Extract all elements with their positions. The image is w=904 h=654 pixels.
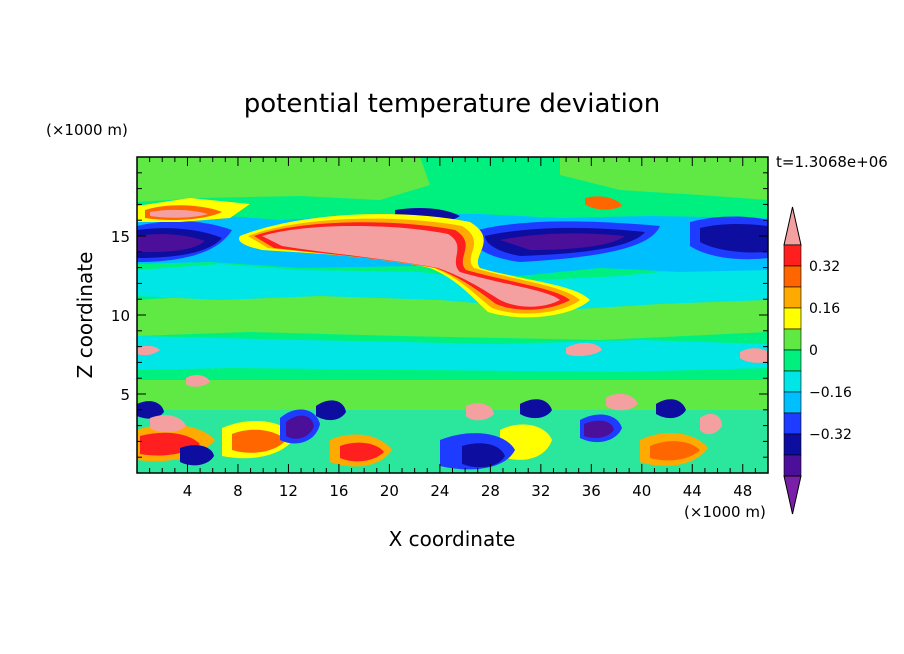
y-tick-label: 10: [111, 307, 130, 325]
colorbar-label: 0.16: [809, 301, 840, 317]
x-axis-label: X coordinate: [389, 527, 516, 551]
colorbar-swatch: [783, 454, 802, 477]
heatmap-field: [137, 157, 768, 473]
time-label: t=1.3068e+06: [776, 153, 888, 171]
colorbar-swatch: [783, 286, 802, 309]
x-tick-label: 24: [430, 482, 449, 500]
colorbar-swatch: [783, 433, 802, 456]
colorbar-min-triangle: [783, 475, 802, 515]
x-tick-label: 12: [279, 482, 298, 500]
y-tick-label: 15: [111, 228, 130, 246]
x-tick-label: 44: [683, 482, 702, 500]
x-tick-label: 36: [582, 482, 601, 500]
y-units-label: (×1000 m): [46, 121, 128, 139]
x-axis-ticks: 4 8 12 16 20 24 28 32 36 40 44 48: [149, 157, 756, 500]
colorbar-label: 0.32: [809, 259, 840, 275]
colorbar-swatch: [783, 265, 802, 288]
x-tick-label: 4: [183, 482, 193, 500]
colorbar-swatch: [783, 391, 802, 414]
x-tick-label: 28: [481, 482, 500, 500]
x-tick-label: 8: [233, 482, 243, 500]
x-tick-label: 48: [733, 482, 752, 500]
colorbar-label: 0: [809, 343, 818, 359]
y-axis-ticks: 5 10 15: [111, 172, 768, 458]
x-tick-label: 40: [632, 482, 651, 500]
colorbar-max-triangle: [783, 206, 802, 246]
colorbar: 0.32 0.16 0 −0.16 −0.32: [783, 206, 852, 515]
colorbar-swatch: [783, 328, 802, 351]
colorbar-swatch: [783, 349, 802, 372]
x-tick-label: 20: [380, 482, 399, 500]
colorbar-swatch: [783, 412, 802, 435]
chart-title: potential temperature deviation: [244, 89, 660, 119]
x-tick-label: 16: [329, 482, 348, 500]
x-units-label: (×1000 m): [684, 503, 766, 521]
colorbar-label: −0.16: [809, 385, 852, 401]
colorbar-swatch: [783, 370, 802, 393]
colorbar-label: −0.32: [809, 427, 852, 443]
y-axis-label: Z coordinate: [73, 252, 97, 379]
y-tick-label: 5: [120, 386, 130, 404]
colorbar-swatch: [783, 244, 802, 267]
x-tick-label: 32: [531, 482, 550, 500]
colorbar-swatch: [783, 307, 802, 330]
